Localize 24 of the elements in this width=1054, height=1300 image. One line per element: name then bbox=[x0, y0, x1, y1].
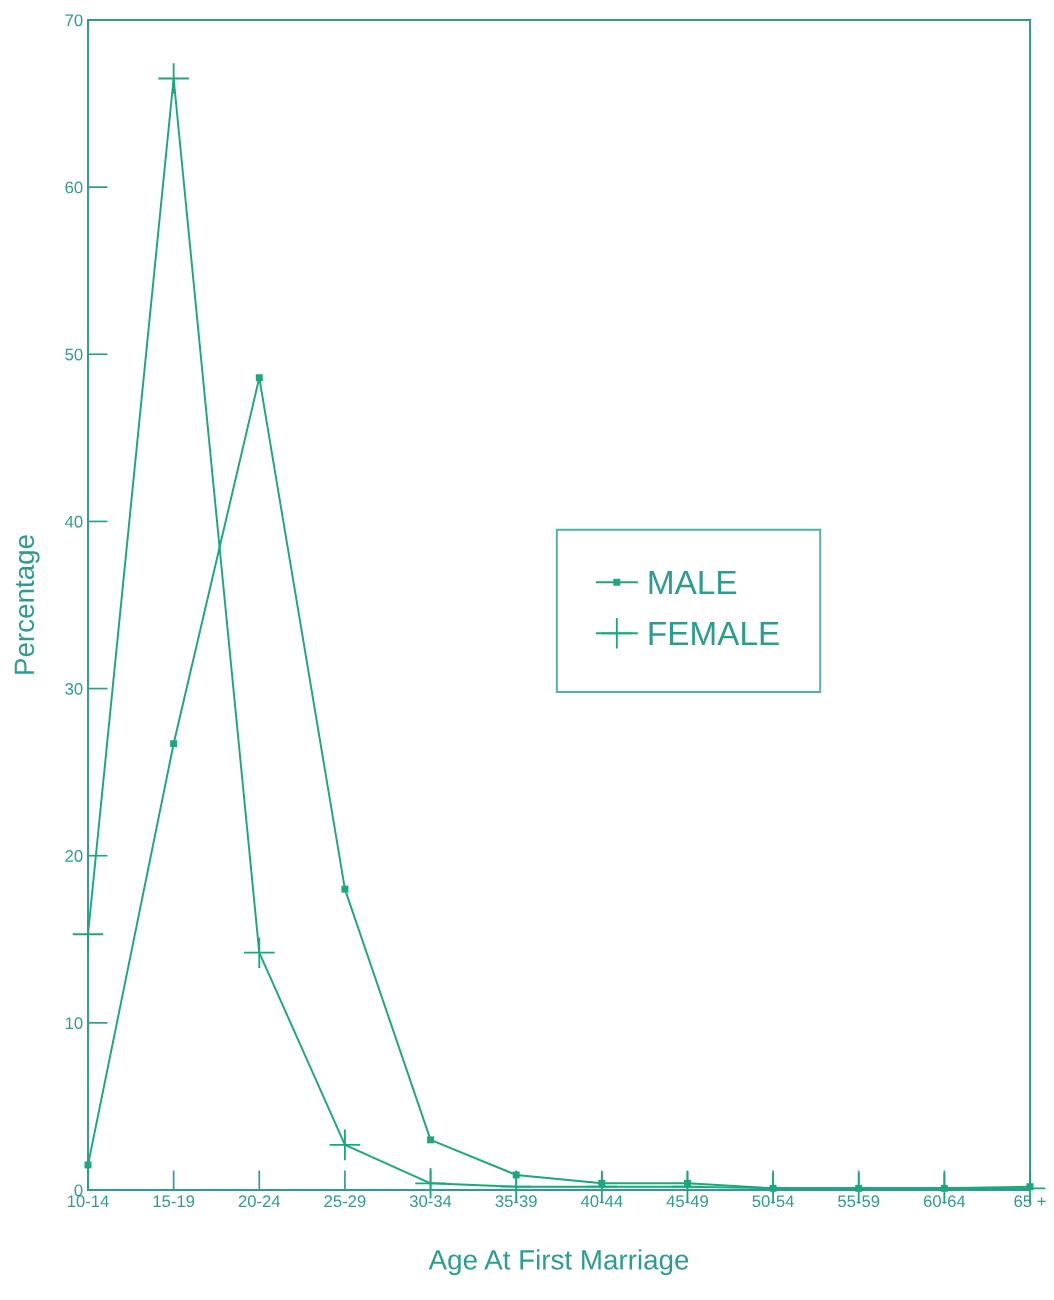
x-tick-label: 45-49 bbox=[666, 1195, 708, 1208]
y-tick-label: 10 bbox=[65, 1017, 83, 1030]
x-tick-label: 55-59 bbox=[838, 1195, 880, 1208]
x-tick-label: 40-44 bbox=[580, 1195, 623, 1208]
x-tick-label: 50-54 bbox=[752, 1195, 794, 1208]
legend-label: MALE bbox=[649, 571, 737, 594]
x-tick-label: 60-64 bbox=[923, 1195, 966, 1208]
x-tick-label: 20-24 bbox=[238, 1195, 281, 1208]
y-tick-label: 40 bbox=[64, 515, 83, 528]
x-tick-label: 10-14 bbox=[67, 1195, 109, 1208]
y-tick-label: 30 bbox=[65, 682, 83, 695]
x-tick-label: 35-39 bbox=[495, 1195, 537, 1208]
y-tick-label: 0 bbox=[74, 1184, 83, 1197]
x-tick-label: 30-34 bbox=[409, 1195, 452, 1208]
y-axis-title: Percentage bbox=[14, 535, 40, 674]
y-tick-label: 20 bbox=[65, 850, 83, 862]
x-tick-label: 15-19 bbox=[153, 1195, 195, 1208]
x-tick-label: 65 + bbox=[1014, 1195, 1046, 1208]
y-tick-label: 50 bbox=[65, 348, 83, 361]
x-tick-label: 25-29 bbox=[324, 1195, 366, 1208]
y-tick-label: 60 bbox=[65, 181, 83, 194]
y-tick-label: 70 bbox=[65, 14, 83, 27]
x-axis-title: Age At First Marriage bbox=[428, 1249, 689, 1276]
legend-label: FEMALE bbox=[649, 622, 779, 646]
